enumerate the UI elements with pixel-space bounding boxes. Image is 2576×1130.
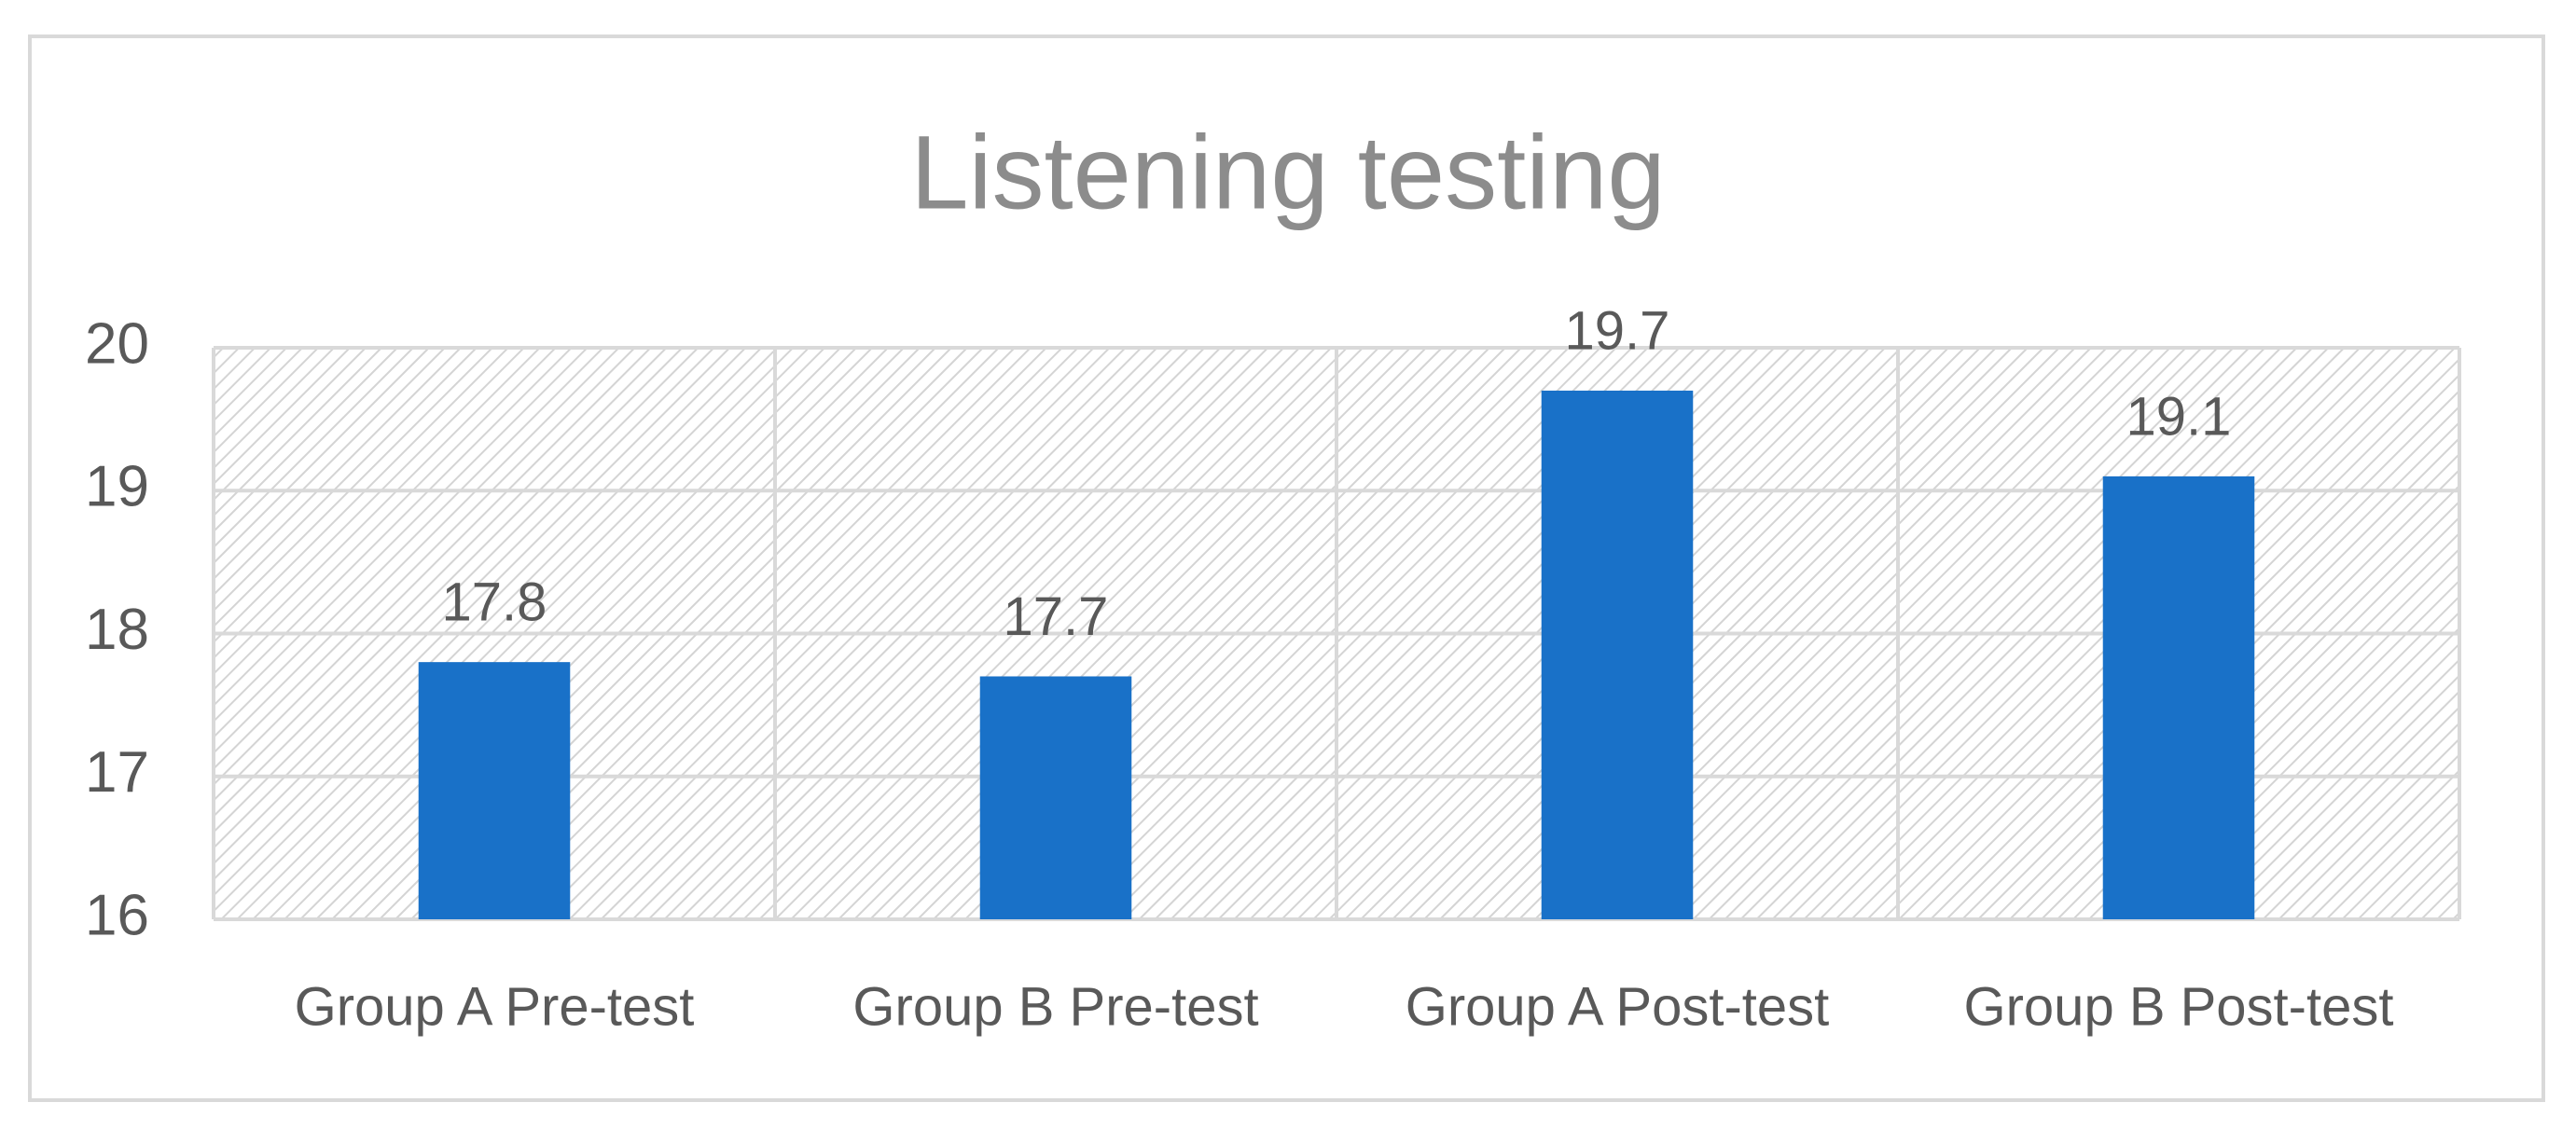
y-tick-label: 19 xyxy=(85,455,149,519)
bar xyxy=(418,662,571,919)
y-tick-label: 18 xyxy=(85,598,149,662)
y-tick-label: 16 xyxy=(85,883,149,947)
bar xyxy=(1541,390,1694,920)
bar xyxy=(2102,475,2255,919)
x-tick-label: Group A Pre-test xyxy=(295,976,695,1037)
x-tick-label: Group B Post-test xyxy=(1964,976,2394,1037)
data-label: 19.7 xyxy=(1565,300,1670,361)
data-label: 19.1 xyxy=(2126,386,2232,447)
data-label: 17.8 xyxy=(442,572,547,632)
x-tick-label: Group B Pre-test xyxy=(852,976,1258,1037)
y-tick-label: 17 xyxy=(85,740,149,805)
data-label: 17.7 xyxy=(1004,586,1109,647)
y-tick-label: 20 xyxy=(85,311,149,376)
bar xyxy=(979,676,1132,919)
chart-title: Listening testing xyxy=(910,115,1665,231)
x-tick-label: Group A Post-test xyxy=(1406,976,1830,1037)
